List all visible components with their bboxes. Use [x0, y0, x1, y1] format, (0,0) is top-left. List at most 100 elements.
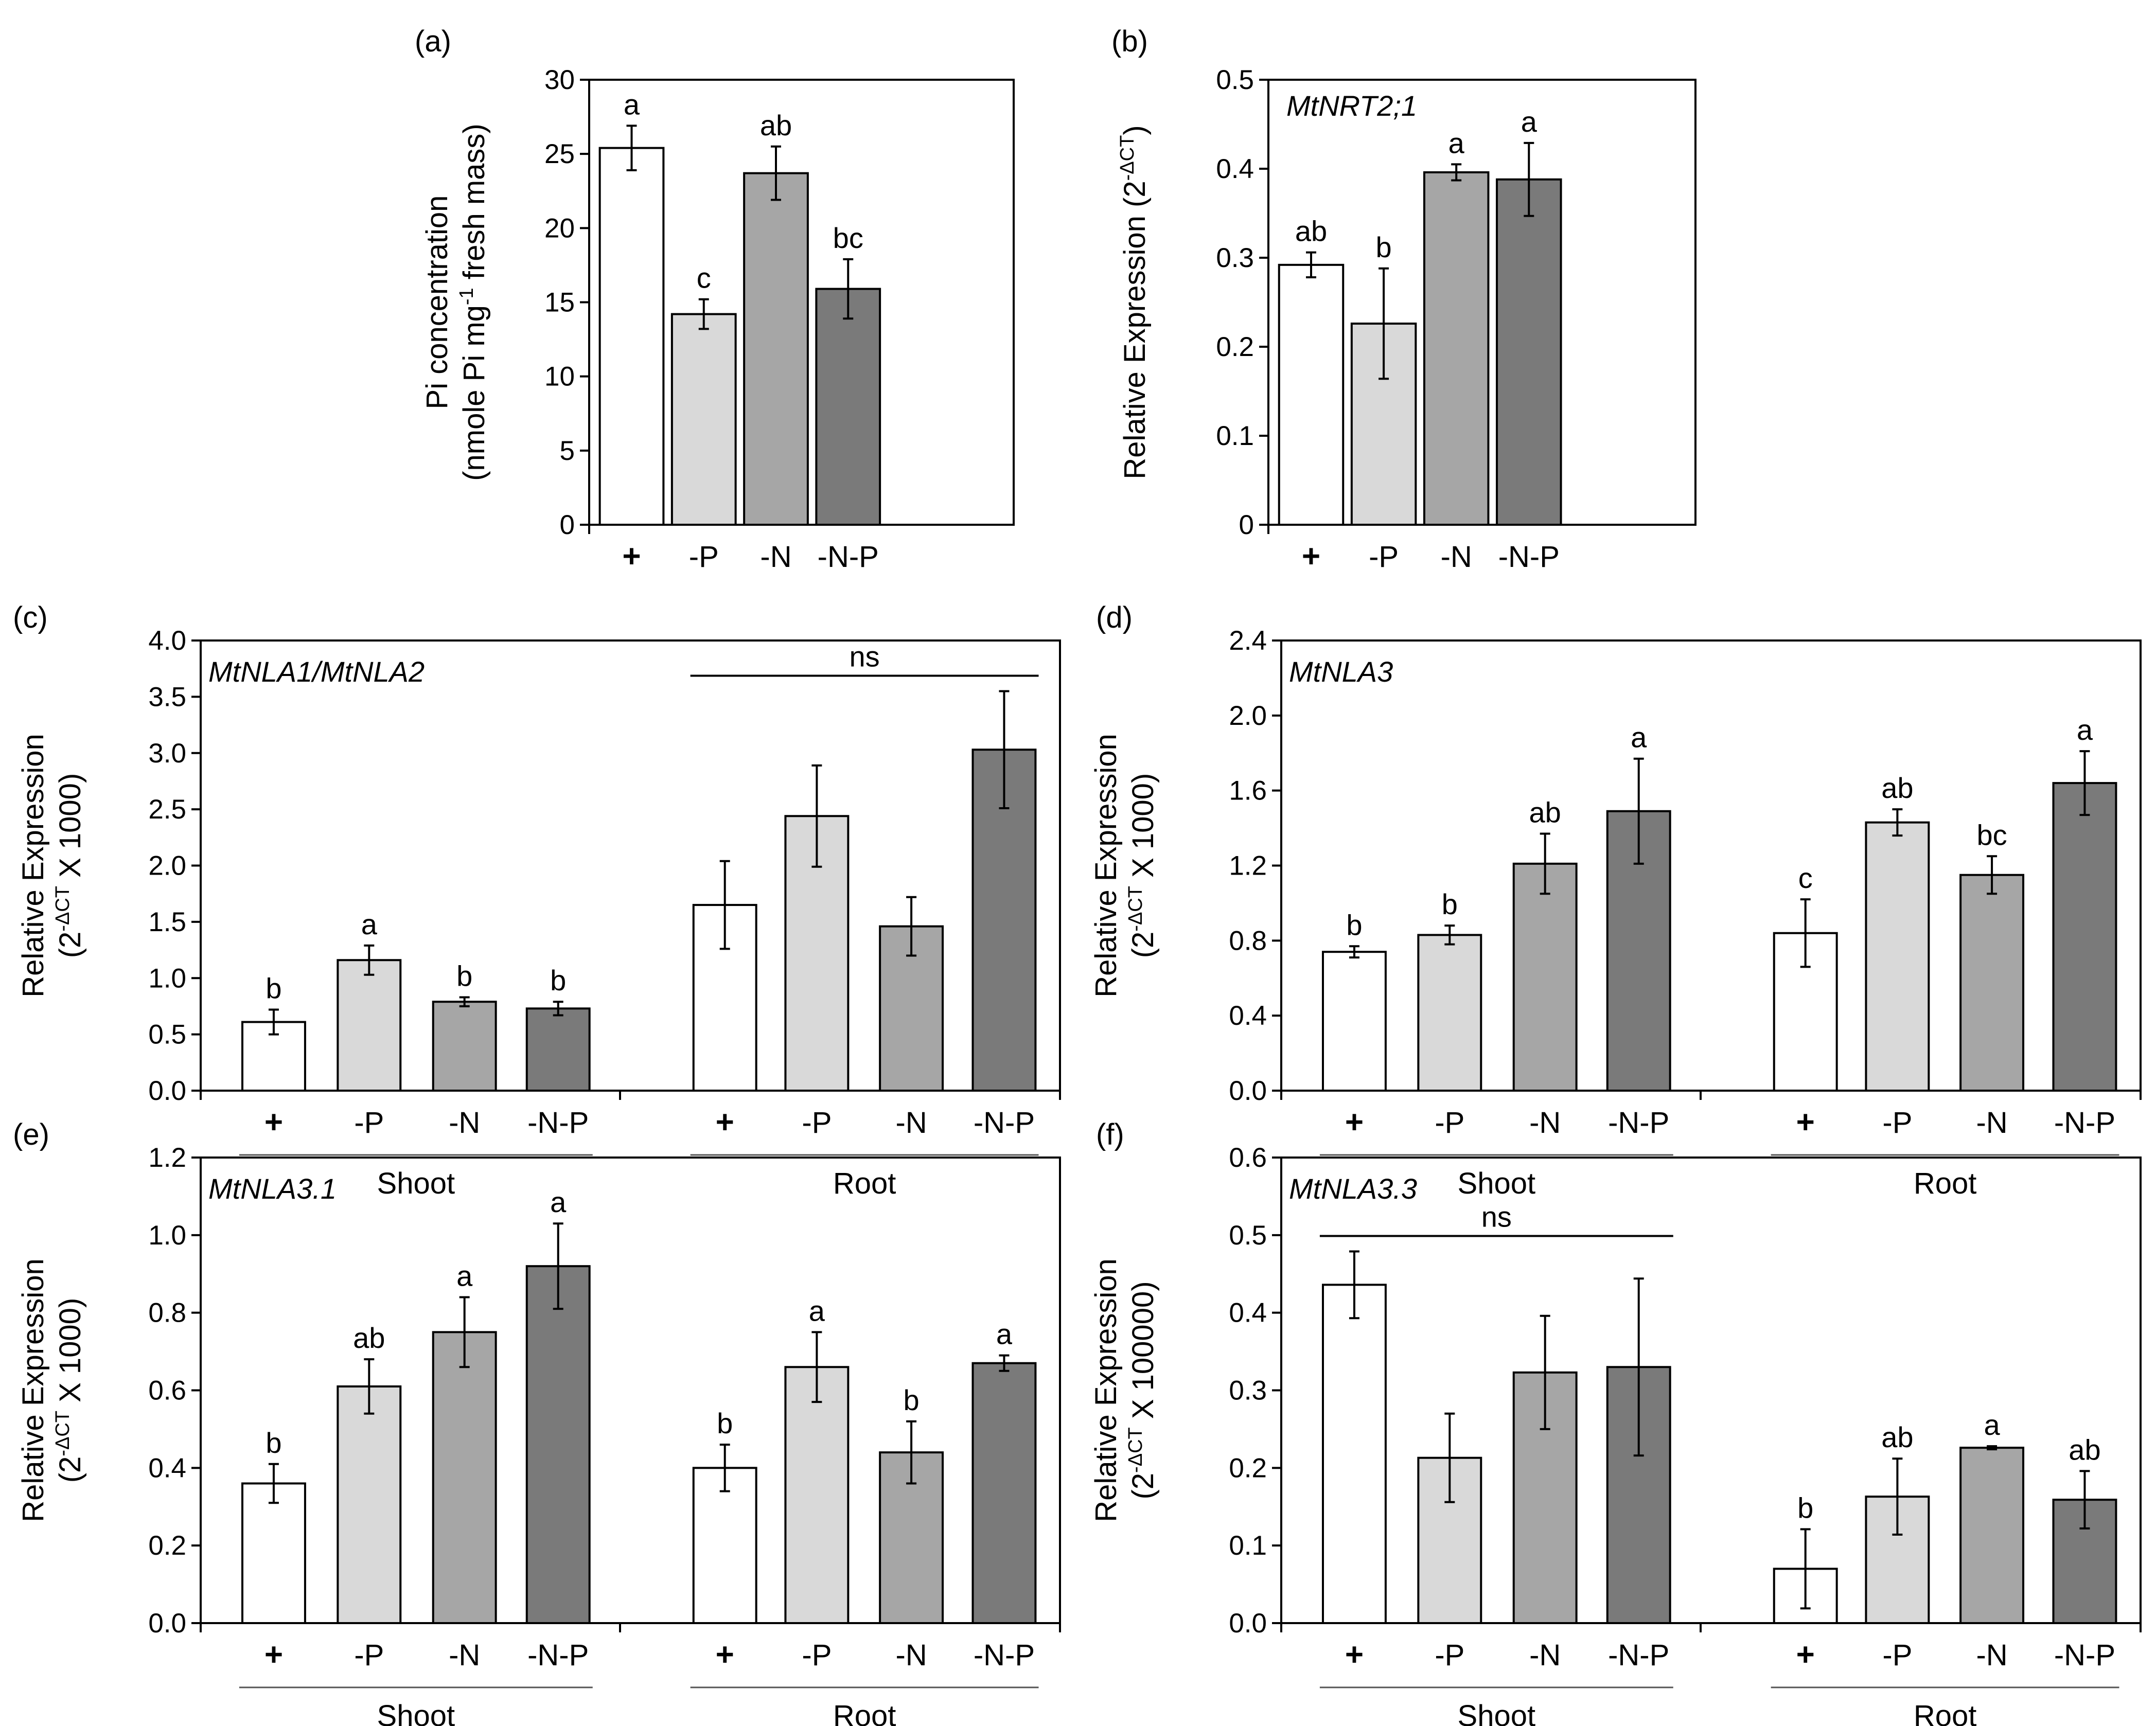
bar-b-all-2: [1423, 171, 1490, 526]
significance-letter: c: [697, 262, 711, 294]
bar-f-root-2: [1959, 1447, 2025, 1625]
y-tick-label: 0.2: [1229, 1453, 1267, 1483]
significance-letter: b: [550, 964, 566, 997]
y-axis-title-c: Relative Expression (2-ΔCT X 1000): [16, 734, 87, 998]
y-tick-label: 0.5: [148, 1020, 186, 1050]
x-category-label: +: [264, 1105, 283, 1140]
y-axis-title-superscript: -ΔCT: [1117, 135, 1138, 181]
x-category-label: -N: [1976, 1106, 2007, 1140]
y-tick-label: 1.2: [1229, 851, 1267, 881]
group-label-root: Root: [1914, 1699, 1977, 1726]
panel-label-e: (e): [13, 1118, 49, 1151]
panel-label-f: (f): [1096, 1118, 1124, 1151]
significance-letter: a: [1984, 1409, 2001, 1441]
x-category-label: +: [1345, 1105, 1364, 1140]
y-tick-label: 0.0: [1229, 1076, 1267, 1106]
x-category-label: -N-P: [1498, 540, 1560, 574]
x-category-label: -P: [354, 1106, 384, 1140]
y-axis-title-line2b: X 100000): [1126, 1281, 1160, 1427]
x-category-label: -P: [802, 1106, 832, 1140]
y-tick-label: 0.5: [1229, 1220, 1267, 1251]
y-axis-title-superscript: -ΔCT: [52, 886, 74, 932]
panel-label-c: (c): [13, 601, 48, 634]
significance-letter: a: [1521, 105, 1538, 138]
bar-e-root-1: [784, 1366, 850, 1624]
y-tick-label: 30: [544, 65, 575, 95]
y-axis-title-superscript: -ΔCT: [1125, 886, 1146, 932]
panel-a: (a) 0 5 10 15 20 25 30 Pi concentration (nmole Pi…: [415, 25, 1015, 574]
x-category-label: -N: [449, 1639, 480, 1672]
bar-a-all-3: [815, 288, 881, 526]
significance-letter: a: [2077, 714, 2093, 746]
x-category-label: -N-P: [527, 1106, 589, 1140]
significance-letter: a: [1631, 721, 1647, 754]
x-category-label: +: [264, 1637, 283, 1672]
significance-letter: ab: [353, 1322, 385, 1354]
bar-e-shoot-1: [337, 1385, 402, 1624]
y-axis-title-line2b: fresh mass): [457, 123, 491, 288]
y-tick-label: 20: [544, 213, 575, 243]
y-tick-label: 10: [544, 362, 575, 392]
bar-a-all-0: [598, 147, 665, 526]
y-tick-label: 1.0: [148, 963, 186, 993]
significance-letter: b: [1376, 231, 1392, 263]
y-tick-label: 0.3: [1229, 1376, 1267, 1406]
significance-letter: ab: [2069, 1433, 2100, 1466]
significance-letter: a: [809, 1294, 825, 1327]
y-tick-label: 2.5: [148, 794, 186, 825]
significance-letter: b: [1346, 909, 1362, 941]
y-tick-label: 0: [1239, 510, 1254, 540]
bar-a-all-1: [670, 313, 737, 526]
group-label-shoot: Shoot: [1458, 1699, 1536, 1726]
x-category-label: +: [1345, 1637, 1364, 1672]
y-axis-title-line2a: (2: [54, 932, 87, 958]
x-category-label: -N-P: [974, 1106, 1035, 1140]
y-tick-label: 3.5: [148, 682, 186, 712]
x-category-label: -N-P: [2054, 1639, 2115, 1672]
x-category-label: -P: [802, 1639, 832, 1672]
y-axis-title-main: Relative Expression (2: [1118, 181, 1152, 479]
panel-label-d: (d): [1096, 601, 1133, 634]
x-category-label: -N-P: [2054, 1106, 2115, 1140]
group-label-shoot: Shoot: [377, 1167, 455, 1200]
y-axis-title-line1: Relative Expression: [16, 734, 50, 998]
y-tick-label: 15: [544, 288, 575, 318]
bar-c-shoot-2: [432, 1001, 497, 1092]
significance-letter: a: [1448, 127, 1465, 159]
y-axis-title-line2b: X 1000): [54, 773, 87, 886]
x-category-label: -P: [1369, 540, 1399, 574]
group-label-root: Root: [833, 1699, 896, 1726]
bar-b-all-0: [1278, 263, 1345, 526]
gene-label-e: MtNLA3.1: [208, 1172, 337, 1205]
x-category-label: -N-P: [527, 1639, 589, 1672]
bar-e-shoot-0: [241, 1482, 306, 1624]
x-category-label: -N: [1976, 1639, 2007, 1672]
bar-d-shoot-1: [1417, 934, 1482, 1092]
x-category-label: -P: [1882, 1106, 1912, 1140]
y-axis-title-b: Relative Expression (2-ΔCT): [1117, 125, 1152, 479]
x-category-label: -N-P: [1608, 1639, 1669, 1672]
x-category-label: -P: [354, 1639, 384, 1672]
significance-letter: b: [1442, 888, 1458, 920]
x-category-label: -P: [1882, 1639, 1912, 1672]
y-tick-label: 3.0: [148, 738, 186, 769]
bar-e-shoot-3: [525, 1265, 591, 1625]
y-tick-label: 0.4: [148, 1453, 186, 1483]
significance-letter: a: [624, 88, 640, 120]
bar-b-all-3: [1496, 178, 1562, 526]
y-tick-label: 0.3: [1216, 243, 1254, 273]
y-tick-label: 0.4: [1229, 1298, 1267, 1328]
significance-letter: ab: [1881, 1421, 1913, 1453]
ns-label: ns: [1481, 1201, 1512, 1233]
y-tick-label: 1.0: [148, 1220, 186, 1251]
significance-letter: b: [266, 972, 281, 1005]
panel-label-a: (a): [415, 25, 451, 58]
x-category-label: +: [622, 539, 641, 574]
x-category-label: +: [1302, 539, 1320, 574]
y-tick-label: 0.0: [1229, 1608, 1267, 1639]
bar-c-root-3: [971, 749, 1037, 1092]
significance-letter: ab: [1529, 796, 1561, 829]
y-tick-label: 0.4: [1229, 1001, 1267, 1031]
bar-f-shoot-0: [1321, 1284, 1387, 1625]
